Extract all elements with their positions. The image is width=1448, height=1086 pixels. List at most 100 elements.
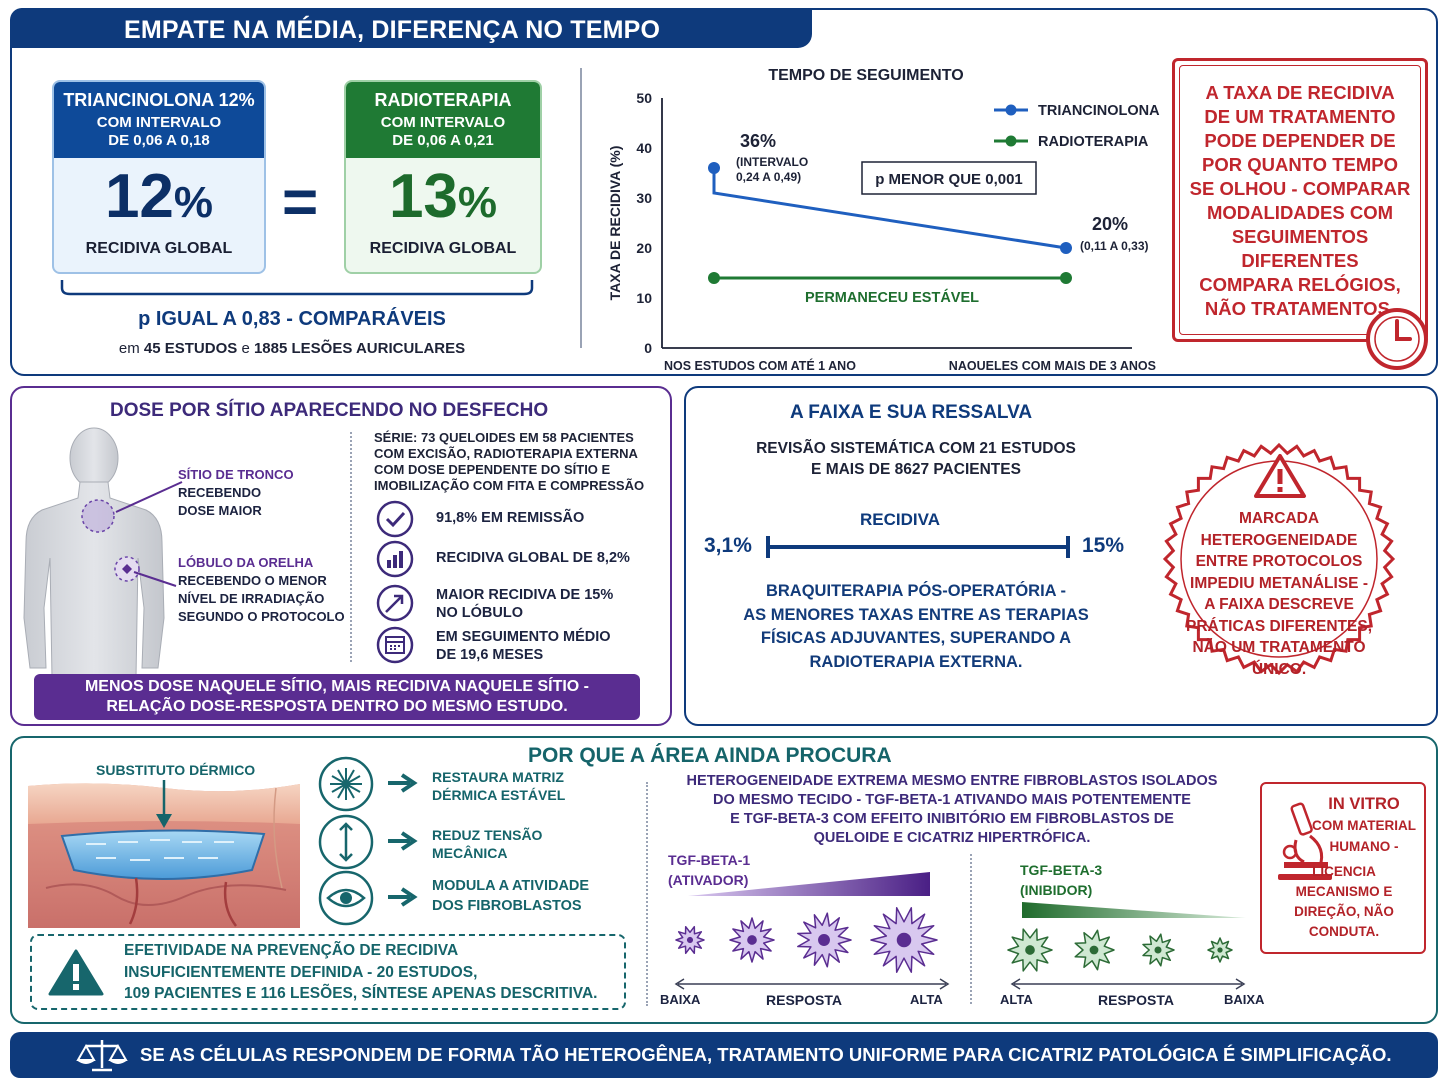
tgf3-axis: [1010, 978, 1246, 990]
radiotherapy-value: 13%: [346, 166, 540, 228]
series-line: SÉRIE: 73 QUELOIDES EM 58 PACIENTES: [374, 430, 634, 445]
pointer-lines: [115, 481, 183, 587]
trunk-label-line: RECEBENDO: [178, 485, 262, 500]
tgf1-cells: [675, 907, 938, 973]
why-panel: POR QUE A ÁREA AINDA PROCURA SUBSTITUTO …: [10, 736, 1438, 1024]
matrix-icon: [318, 756, 374, 812]
action-line: DÉRMICA ESTÁVEL: [432, 787, 566, 803]
efficacy-line: 109 PACIENTES E 116 LESÕES, SÍNTESE APEN…: [124, 985, 598, 1002]
trunk-label: SÍTIO DE TRONCO RECEBENDO DOSE MAIOR: [178, 466, 294, 520]
stamp-line: IMPEDIU METANÁLISE -: [1190, 574, 1368, 592]
studies-pre: em: [118, 340, 140, 357]
data-point: [708, 272, 720, 284]
action-matrix: RESTAURA MATRIZ DÉRMICA ESTÁVEL: [318, 756, 598, 812]
ear-label-title: LÓBULO DA ORELHA: [178, 555, 314, 570]
tgf1-mid: RESPOSTA: [766, 992, 842, 1008]
radiotherapy-big-number: 13: [388, 162, 458, 231]
hetero-line: E TGF-BETA-3 COM EFEITO INIBITÓRIO EM FI…: [730, 811, 1174, 827]
data-point: [1060, 272, 1072, 284]
data-point: [708, 162, 720, 174]
radiotherapy-range: DE 0,06 A 0,21: [392, 132, 494, 149]
in-vitro-line: COM MATERIAL: [1312, 818, 1416, 833]
pvalue-box: [861, 161, 1037, 195]
series-line: IMOBILIZAÇÃO COM FITA E COMPRESSÃO: [374, 478, 645, 493]
tgf3-gradient-wedge: [1022, 902, 1246, 918]
brachy-line: BRAQUITERAPIA PÓS-OPERATÓRIA -: [765, 582, 1067, 600]
in-vitro-line: LICENCIA: [1312, 864, 1376, 879]
calendar-icon: [376, 626, 414, 664]
fibroblast-cell: [870, 907, 938, 973]
legend-label: RADIOTERAPIA: [1038, 134, 1149, 150]
triamcinolone-interval: COM INTERVALO: [96, 114, 222, 131]
hetero-text: HETEROGENEIDADE EXTREMA MESMO ENTRE FIBR…: [652, 772, 1252, 848]
tgf3-high: BAIXA: [1224, 992, 1265, 1007]
hetero-line: QUELOIDE E CICATRIZ HIPERTRÓFICA.: [813, 830, 1091, 846]
body-illustration: [23, 427, 165, 678]
action-line: RESTAURA MATRIZ: [432, 769, 564, 785]
efficacy-line: INSUFICIENTEMENTE DEFINIDA - 20 ESTUDOS,: [124, 963, 478, 981]
fibroblast-cell: [1007, 928, 1053, 972]
stamp-text: MARCADA HETEROGENEIDADE ENTRE PROTOCOLOS…: [1180, 508, 1378, 680]
range-label: RECIDIVA: [860, 510, 940, 529]
tgf3-low: ALTA: [1000, 992, 1033, 1007]
triamcinolone-card-header: TRIANCINOLONA 12% COM INTERVALO DE 0,06 …: [54, 82, 264, 158]
arrow-right-icon: [388, 887, 418, 907]
tgf3-mid: RESPOSTA: [1098, 992, 1174, 1008]
warning-line: SEGUIMENTOS: [1231, 226, 1369, 247]
warning-box: A TAXA DE RECIDIVA DE UM TRATAMENTO PODE…: [1172, 58, 1428, 342]
legend-marker: [1005, 104, 1017, 116]
stat-text: MAIOR RECIDIVA DE 15% NO LÓBULO: [436, 586, 613, 622]
data-point: [1060, 242, 1072, 254]
action-line: REDUZ TENSÃO: [432, 827, 543, 843]
triamcinolone-value: 12%: [54, 166, 264, 228]
tgf1-low: BAIXA: [660, 992, 701, 1007]
warning-line: MODALIDADES COM: [1206, 202, 1394, 223]
action-text: RESTAURA MATRIZ DÉRMICA ESTÁVEL: [432, 768, 565, 804]
warning-line: DE UM TRATAMENTO: [1204, 106, 1396, 127]
trunk-label-line: DOSE MAIOR: [178, 503, 262, 518]
in-vitro-box: [1260, 782, 1426, 954]
y-tick-label: 20: [636, 240, 652, 256]
triamcinolone-percent: %: [173, 178, 214, 227]
warning-text: A TAXA DE RECIDIVA DE UM TRATAMENTO PODE…: [1181, 81, 1419, 321]
footer-banner: SE AS CÉLULAS RESPONDEM DE FORMA TÃO HET…: [10, 1032, 1438, 1078]
range-high: 15%: [1082, 534, 1125, 557]
tgf1-name: TGF-BETA-1: [668, 852, 751, 868]
action-fibroblast: MODULA A ATIVIDADE DOS FIBROBLASTOS: [318, 870, 608, 926]
stamp-line: MARCADA: [1238, 510, 1320, 527]
review-line: E MAIS DE 8627 PACIENTES: [811, 461, 1021, 478]
brachy-line: FÍSICAS ADJUVANTES, SUPERANDO A: [760, 629, 1072, 647]
radiotherapy-interval: COM INTERVALO: [380, 114, 506, 131]
annotation-start-range: (INTERVALO: [736, 155, 808, 169]
ear-label-line: NÍVEL DE IRRADIAÇÃO: [178, 591, 325, 606]
bar-chart-icon: [376, 540, 414, 578]
warning-line: SE OLHOU - COMPARAR: [1189, 178, 1411, 199]
annotation-start-range: 0,24 A 0,49): [736, 170, 801, 184]
x-tick-label: NOS ESTUDOS COM ATÉ 1 ANO: [664, 358, 856, 370]
stamp-line: PRÁTICAS DIFERENTES,: [1185, 617, 1372, 635]
top-panel: EMPATE NA MÉDIA, DIFERENÇA NO TEMPO TRIA…: [10, 8, 1438, 376]
annotation-end-range: (0,11 A 0,33): [1080, 239, 1148, 253]
footer-text: SE AS CÉLULAS RESPONDEM DE FORMA TÃO HET…: [140, 1044, 1392, 1065]
chart-title: TEMPO DE SEGUIMENTO: [768, 67, 963, 84]
series-line-triamcinolone: [712, 168, 1067, 250]
warning-triangle-icon: [48, 949, 104, 996]
dose-banner: MENOS DOSE NAQUELE SÍTIO, MAIS RECIDIVA …: [34, 674, 640, 720]
stat-line: EM SEGUIMENTO MÉDIO: [436, 629, 611, 645]
range-panel: A FAIXA E SUA RESSALVA REVISÃO SISTEMÁTI…: [684, 386, 1438, 726]
review-line: REVISÃO SISTEMÁTICA COM 21 ESTUDOS: [756, 440, 1076, 457]
brachy-line: RADIOTERAPIA EXTERNA.: [809, 652, 1023, 671]
in-vitro-text: IN VITRO COM MATERIAL HUMANO -: [1308, 794, 1420, 857]
tgf3-name: TGF-BETA-3: [1020, 862, 1103, 878]
follow-up-chart: TEMPO DE SEGUIMENTO 0 10 20 30 40 50 TAXA DE RE…: [607, 67, 1160, 370]
warning-line: COMPARA RELÓGIOS,: [1199, 274, 1401, 295]
in-vitro-line: DIREÇÃO, NÃO: [1294, 904, 1394, 919]
legend-label: TRIANCINOLONA: [1038, 103, 1160, 119]
clock-icon: [1366, 308, 1428, 370]
range-title: A FAIXA E SUA RESSALVA: [790, 402, 1033, 423]
ear-label-line: SEGUNDO O PROTOCOLO: [178, 609, 345, 624]
stat-line: DE 19,6 MESES: [436, 647, 544, 663]
arrow-right-icon: [388, 773, 418, 793]
efficacy-box: EFETIVIDADE NA PREVENÇÃO DE RECIDIVA INS…: [30, 934, 626, 1010]
studies-mid: e: [241, 340, 250, 357]
